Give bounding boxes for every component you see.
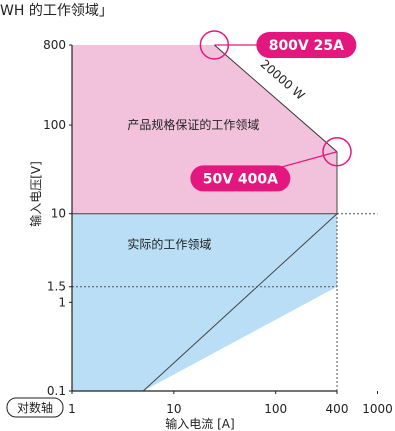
callout-label-1: 50V 400A bbox=[203, 171, 278, 187]
chart-title: WH 的工作领域」 bbox=[0, 3, 113, 19]
callout-layer: 800V 25A 50V 400A bbox=[190, 30, 357, 192]
log-scale-note-box bbox=[6, 397, 64, 418]
lower-boundary-line bbox=[142, 213, 338, 392]
callout-ring-1 bbox=[322, 136, 352, 167]
x-axis-label: 输入电流 [A] bbox=[165, 416, 234, 431]
region-1 bbox=[72, 213, 337, 391]
x-tick-label-1: 10 bbox=[166, 402, 181, 416]
region-label-1: 实际的工作领域 bbox=[127, 236, 211, 251]
y-tick-label-2: 10 bbox=[51, 207, 66, 221]
callout-ring-0 bbox=[199, 30, 230, 60]
x-tick-label-4: 1000 bbox=[362, 402, 393, 416]
power-limit-line bbox=[214, 44, 338, 153]
callout-box-0 bbox=[256, 32, 357, 58]
y-tick-label-1: 100 bbox=[43, 118, 66, 132]
y-tick-label-4: 1 bbox=[58, 295, 66, 309]
x-tick-label-3: 400 bbox=[326, 402, 349, 416]
region-label-0: 产品规格保证的工作领域 bbox=[127, 117, 259, 132]
y-tick-label-3: 1.5 bbox=[47, 280, 66, 294]
line-layer bbox=[72, 44, 378, 392]
x-tick-label-2: 100 bbox=[264, 402, 287, 416]
x-tick-label-0: 1 bbox=[68, 402, 76, 416]
callout-label-0: 800V 25A bbox=[269, 38, 344, 54]
label-layer: WH 的工作领域」 输入电流 [A] 输入电压[V] 对数轴 产品规格保证的工作… bbox=[0, 3, 308, 431]
y-axis-label: 输入电压[V] bbox=[28, 161, 43, 227]
callout-box-1 bbox=[190, 165, 291, 192]
axes-layer bbox=[71, 45, 338, 392]
y-tick-label-0: 800 bbox=[43, 38, 66, 52]
log-scale-note: 对数轴 bbox=[17, 400, 53, 415]
y-tick-label-5: 0.1 bbox=[47, 384, 66, 398]
